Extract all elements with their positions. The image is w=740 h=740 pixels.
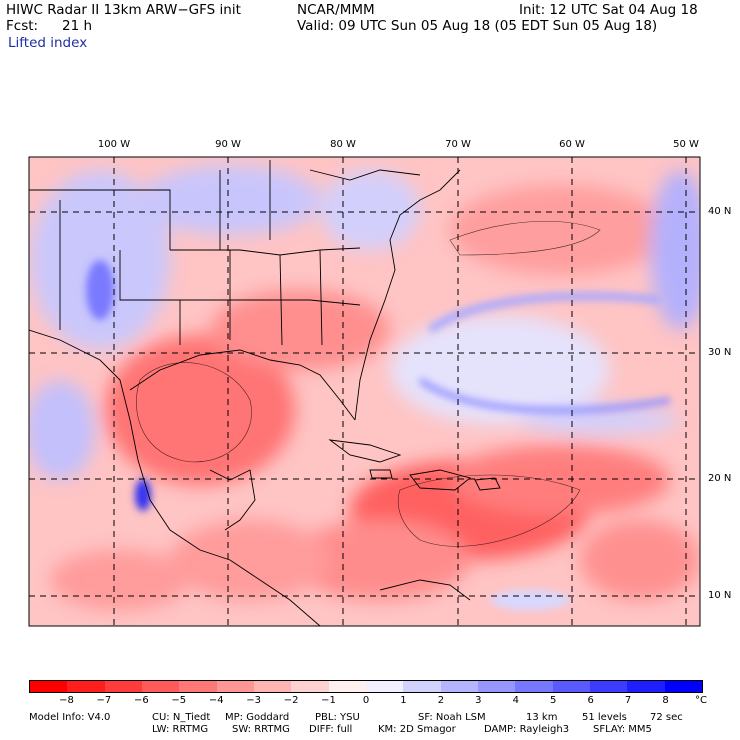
colorbar-swatch	[30, 681, 68, 692]
colorbar-swatch	[291, 681, 329, 692]
km-scheme: KM: 2D Smagor	[378, 724, 456, 735]
lat-label-20n: 20 N	[708, 473, 732, 484]
colorbar-swatch	[365, 681, 404, 692]
colorbar-swatch	[253, 681, 292, 692]
field-name: Lifted index	[8, 35, 88, 51]
colorbar-tick-label: 8	[662, 695, 669, 706]
colorbar-swatch	[67, 681, 105, 692]
model-title: HIWC Radar II 13km ARW−GFS init	[6, 2, 241, 18]
colorbar-swatch	[589, 681, 628, 692]
time-step: 72 sec	[650, 712, 683, 723]
mp-scheme: MP: Goddard	[225, 712, 290, 723]
colorbar-tick-label: −7	[96, 695, 112, 706]
colorbar-swatch	[477, 681, 516, 692]
colorbar-swatch	[141, 681, 180, 692]
colorbar-swatch	[552, 681, 590, 692]
colorbar-swatch	[440, 681, 478, 692]
colorbar-swatch	[328, 681, 366, 692]
colorbar-tick-label: 6	[587, 695, 594, 706]
colorbar-swatch	[179, 681, 217, 692]
lon-label-100w: 100 W	[97, 139, 131, 150]
colorbar-tick-label: 2	[437, 695, 445, 706]
lw-scheme: LW: RRTMG	[152, 724, 209, 735]
coastlines	[29, 160, 501, 626]
resolution: 13 km	[526, 712, 558, 723]
model-info: Model Info: V4.0	[29, 712, 111, 723]
lat-label-40n: 40 N	[708, 206, 732, 217]
vertical-levels: 51 levels	[582, 712, 627, 723]
colorbar-unit: °C	[695, 695, 707, 706]
damping: DAMP: Rayleigh3	[484, 724, 570, 735]
sf-scheme: SF: Noah LSM	[418, 712, 486, 723]
lifted-index-colorbar	[29, 680, 703, 693]
org-label: NCAR/MMM	[297, 2, 375, 18]
lon-label-60w: 60 W	[559, 139, 585, 150]
lat-label-30n: 30 N	[708, 347, 732, 358]
valid-time: Valid: 09 UTC Sun 05 Aug 18 (05 EDT Sun …	[297, 18, 658, 34]
lon-label-80w: 80 W	[330, 139, 356, 150]
pbl-scheme: PBL: YSU	[315, 712, 360, 723]
lon-label-70w: 70 W	[445, 139, 471, 150]
lon-label-50w: 50 W	[673, 139, 699, 150]
cu-scheme: CU: N_Tiedt	[152, 712, 211, 723]
colorbar-tick-label: −5	[171, 695, 187, 706]
forecast-hour: 21 h	[62, 18, 93, 34]
colorbar-tick-label: 5	[550, 695, 557, 706]
field-shading	[29, 157, 700, 626]
diffusion: DIFF: full	[309, 724, 353, 735]
lat-lon-grid	[29, 157, 700, 626]
colorbar-tick-label: −2	[283, 695, 299, 706]
lat-label-10n: 10 N	[708, 590, 732, 601]
colorbar-tick-label: 4	[512, 695, 519, 706]
init-time: Init: 12 UTC Sat 04 Aug 18	[519, 2, 698, 18]
colorbar-tick-label: 1	[400, 695, 407, 706]
colorbar-swatch	[627, 681, 665, 692]
colorbar-swatch	[104, 681, 142, 692]
colorbar-tick-label: −1	[321, 695, 336, 706]
colorbar-tick-label: −3	[246, 695, 262, 706]
colorbar-swatch	[216, 681, 254, 692]
surface-layer: SFLAY: MM5	[593, 724, 652, 735]
colorbar-swatch	[515, 681, 553, 692]
colorbar-tick-label: −8	[59, 695, 74, 706]
colorbar-tick-label: −6	[133, 695, 149, 706]
colorbar-tick-label: 3	[475, 695, 482, 706]
lon-label-90w: 90 W	[215, 139, 241, 150]
forecast-label: Fcst:	[6, 18, 39, 34]
colorbar-tick-label: −4	[208, 695, 224, 706]
colorbar-tick-label: 7	[624, 695, 632, 706]
colorbar-tick-label: 0	[362, 695, 370, 706]
colorbar-swatch	[403, 681, 441, 692]
colorbar-swatch	[664, 681, 702, 692]
map-frame	[28, 156, 701, 627]
sw-scheme: SW: RRTMG	[232, 724, 290, 735]
